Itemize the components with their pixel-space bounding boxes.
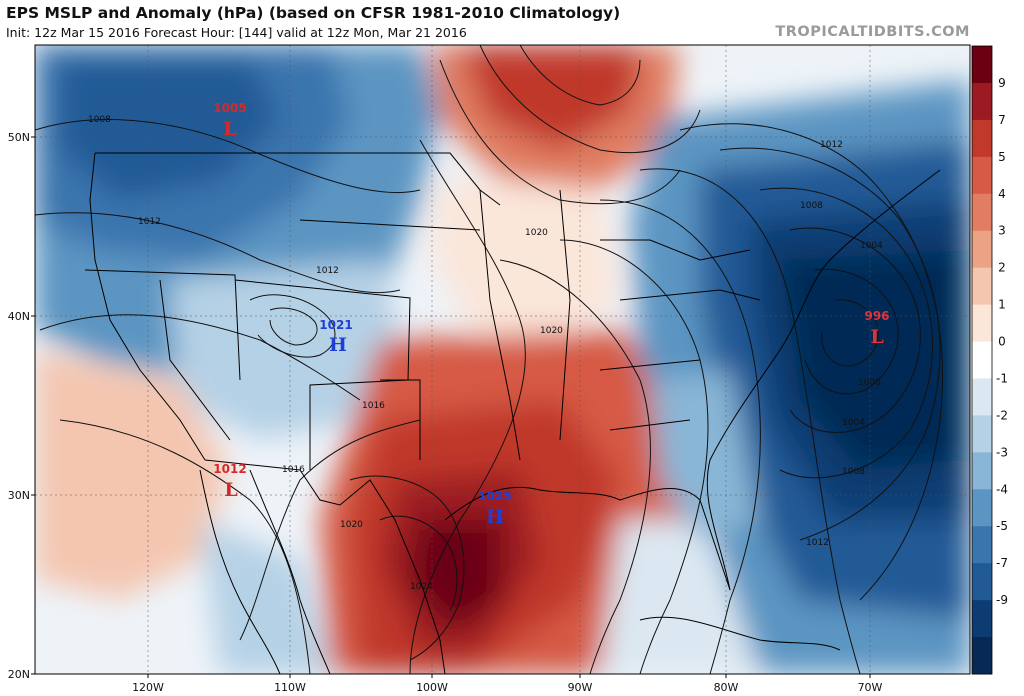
brand-watermark: TROPICALTIDBITS.COM	[775, 24, 970, 40]
isobars	[35, 45, 943, 674]
contour-label: 1012	[820, 140, 843, 150]
colorbar-label: 4	[998, 187, 1006, 201]
colorbar-swatch	[972, 82, 992, 121]
lon-ticks	[147, 674, 871, 678]
contour-label: 1016	[362, 401, 385, 411]
colorbar-label: 1	[998, 298, 1006, 312]
colorbar-swatch	[972, 304, 992, 343]
colorbar-swatch	[972, 193, 992, 232]
colorbar-swatch	[972, 452, 992, 490]
center-letter: L	[870, 326, 883, 348]
lat-label: 30N	[8, 489, 30, 502]
colorbar-label: -9	[996, 593, 1008, 607]
lat-label: 50N	[8, 131, 30, 144]
lon-label: 120W	[132, 681, 164, 694]
contour-label: 1012	[138, 217, 161, 227]
colorbar-swatch	[972, 415, 992, 453]
center-value: 1005	[213, 101, 246, 115]
contour-label: 1008	[88, 115, 111, 125]
center-value: 996	[864, 309, 889, 323]
lon-label: 80W	[714, 681, 739, 694]
pressure-centers: 1005 L 1021 H 1012 L 1025 H 996 L	[213, 101, 889, 528]
lon-label: 100W	[416, 681, 448, 694]
contour-label: 1000	[858, 378, 881, 388]
contour-label: 1008	[842, 467, 865, 477]
colorbar: 9 7 5 4 3 2 1 0 -1 -2 -3 -4 -5 -7 -9	[971, 45, 1008, 675]
colorbar-label: 7	[998, 113, 1006, 127]
contour-label: 1020	[540, 326, 563, 336]
contour-label: 1012	[316, 266, 339, 276]
contour-label: 1004	[842, 418, 865, 428]
lon-label: 90W	[568, 681, 593, 694]
colorbar-label: -7	[996, 556, 1008, 570]
colorbar-label: 0	[998, 335, 1006, 349]
center-letter: H	[329, 334, 347, 356]
colorbar-label: -2	[996, 408, 1008, 422]
colorbar-swatch	[972, 119, 992, 158]
colorbar-label: -1	[996, 371, 1008, 385]
lat-label: 40N	[8, 310, 30, 323]
center-letter: L	[223, 118, 236, 140]
borders	[84, 152, 941, 674]
lat-labels: 50N 40N 30N 20N	[8, 131, 30, 681]
colorbar-label: 5	[998, 150, 1006, 164]
center-letter: H	[486, 506, 504, 528]
colorbar-swatch	[972, 230, 992, 269]
lon-label: 70W	[858, 681, 883, 694]
contour-label: 1004	[860, 241, 883, 251]
forecast-info: Init: 12z Mar 15 2016 Forecast Hour: [14…	[6, 25, 467, 40]
colorbar-label: 2	[998, 261, 1006, 275]
contour-labels: 1008 1012 1012 1020 1020 1016 1016 1020 …	[88, 115, 883, 592]
colorbar-label: 9	[998, 76, 1006, 90]
colorbar-swatch	[972, 267, 992, 306]
colorbar-swatch	[972, 526, 992, 564]
colorbar-frame	[971, 45, 993, 675]
colorbar-swatch	[972, 46, 992, 84]
contour-label: 1020	[525, 228, 548, 238]
graticule	[35, 45, 970, 674]
colorbar-swatch	[972, 156, 992, 195]
lon-labels: 120W 110W 100W 90W 80W 70W	[132, 681, 882, 694]
lon-label: 110W	[274, 681, 306, 694]
lat-label: 20N	[8, 668, 30, 681]
contour-label: 1008	[800, 201, 823, 211]
colorbar-label: -4	[996, 482, 1008, 496]
contour-label: 1020	[340, 520, 363, 530]
colorbar-swatch	[972, 563, 992, 601]
contour-label: 1024	[410, 582, 433, 592]
colorbar-label: -5	[996, 519, 1008, 533]
map-frame	[34, 44, 971, 675]
center-value: 1025	[478, 489, 511, 503]
center-letter: L	[224, 479, 237, 501]
center-value: 1021	[319, 318, 352, 332]
colorbar-swatch	[972, 600, 992, 638]
colorbar-swatch	[972, 637, 992, 675]
colorbar-label: 3	[998, 224, 1006, 238]
page-title: EPS MSLP and Anomaly (hPa) (based on CFS…	[6, 4, 621, 22]
colorbar-swatch	[972, 378, 992, 416]
colorbar-swatch	[972, 341, 992, 379]
colorbar-swatch	[972, 489, 992, 527]
colorbar-label: -3	[996, 445, 1008, 459]
map-area: 1008 1012 1012 1020 1020 1016 1016 1020 …	[35, 45, 970, 674]
center-value: 1012	[213, 462, 246, 476]
contour-label: 1016	[282, 465, 305, 475]
lat-ticks	[31, 136, 35, 675]
contour-label: 1012	[806, 538, 829, 548]
anomaly-fill	[35, 45, 970, 674]
